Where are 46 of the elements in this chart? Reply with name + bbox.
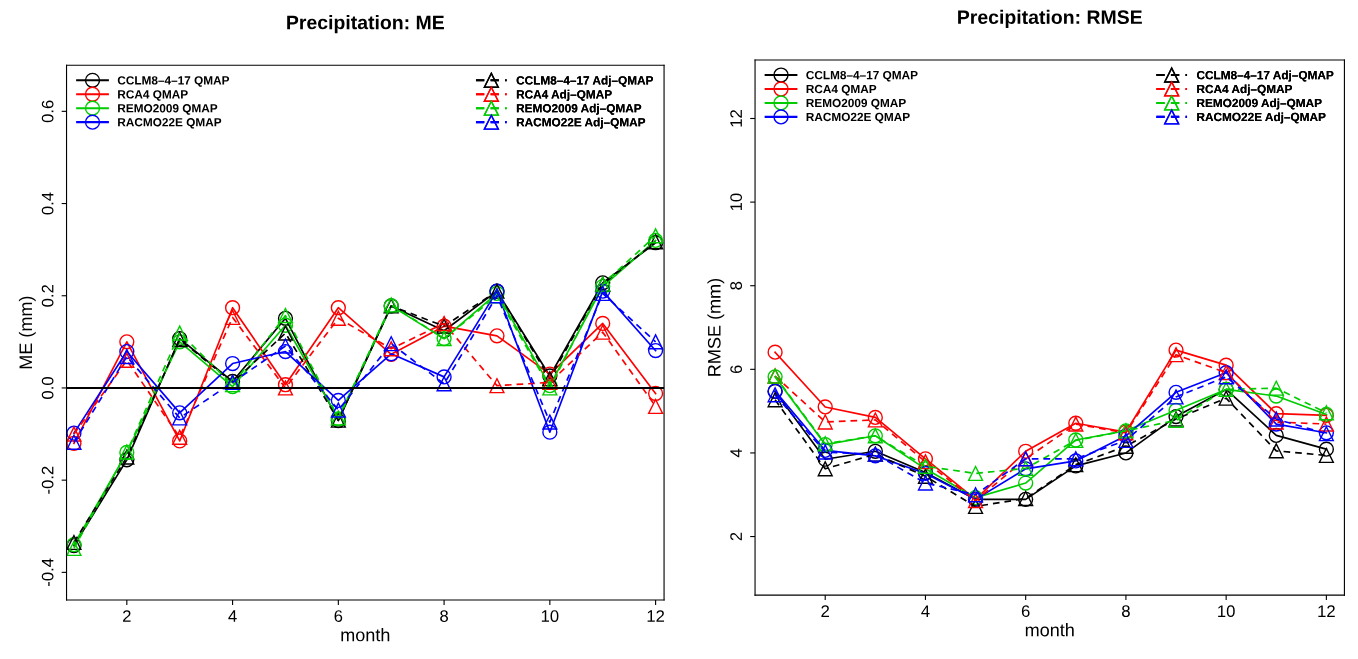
y-tick-label: 8 xyxy=(730,281,743,290)
legend-label: RACMO22E QMAP xyxy=(118,118,222,129)
x-tick-label: 8 xyxy=(440,610,448,622)
x-tick-label: 2 xyxy=(821,605,830,617)
y-tick-label: 0.4 xyxy=(41,192,54,215)
legend-label: CCLM8–4–17 QMAP xyxy=(117,76,230,87)
y-axis-title: RMSE (mm) xyxy=(707,279,725,376)
legend-label: CCLM8–4–17 Adj–QMAP xyxy=(516,75,654,87)
y-tick-label: 10 xyxy=(730,193,743,211)
y-tick-label: 2 xyxy=(730,532,742,541)
x-tick-label: 12 xyxy=(647,610,665,622)
legend-label: RACMO22E QMAP xyxy=(806,112,910,124)
x-axis-title: month xyxy=(1025,623,1074,637)
legend-label: RCA4 QMAP xyxy=(118,90,188,101)
x-tick-label: 4 xyxy=(921,605,930,617)
legend-label: REMO2009 Adj–QMAP xyxy=(1197,98,1322,110)
x-tick-label: 12 xyxy=(1318,605,1335,617)
legend-label: CCLM8–4–17 Adj–QMAP xyxy=(1196,70,1334,82)
x-tick-label: 2 xyxy=(123,610,131,622)
y-tick-label: -0.2 xyxy=(41,466,54,494)
legend-label: RCA4 Adj–QMAP xyxy=(1197,84,1293,96)
legend-label: REMO2009 QMAP xyxy=(118,104,218,115)
x-tick-label: 8 xyxy=(1122,605,1130,618)
y-axis-title: ME (mm) xyxy=(18,296,36,369)
chart-title: Precipitation: ME xyxy=(287,15,444,34)
y-tick-label: 0.2 xyxy=(41,285,54,307)
x-tick-label: 4 xyxy=(228,610,237,622)
legend-label: RACMO22E Adj–QMAP xyxy=(516,117,646,129)
legend-label: RACMO22E Adj–QMAP xyxy=(1197,112,1326,124)
x-tick-label: 6 xyxy=(334,610,343,622)
x-axis-title: month xyxy=(341,628,390,642)
legend-label: CCLM8–4–17 QMAP xyxy=(806,70,918,82)
legend-label: REMO2009 Adj–QMAP xyxy=(516,103,642,115)
legend-label: REMO2009 QMAP xyxy=(806,98,906,110)
y-tick-label: 0.0 xyxy=(41,377,54,399)
x-tick-label: 6 xyxy=(1021,605,1030,618)
x-tick-label: 10 xyxy=(1218,605,1235,618)
y-tick-label: 0.6 xyxy=(41,100,54,123)
legend-label: RCA4 Adj–QMAP xyxy=(516,89,612,101)
y-tick-label: 4 xyxy=(730,448,742,458)
legend-label: RCA4 QMAP xyxy=(806,84,877,96)
chart-title: Precipitation: RMSE xyxy=(958,9,1142,28)
x-tick-label: 10 xyxy=(541,610,559,622)
y-tick-label: -0.4 xyxy=(41,558,54,586)
y-tick-label: 12 xyxy=(730,110,742,127)
y-tick-label: 6 xyxy=(730,365,743,374)
